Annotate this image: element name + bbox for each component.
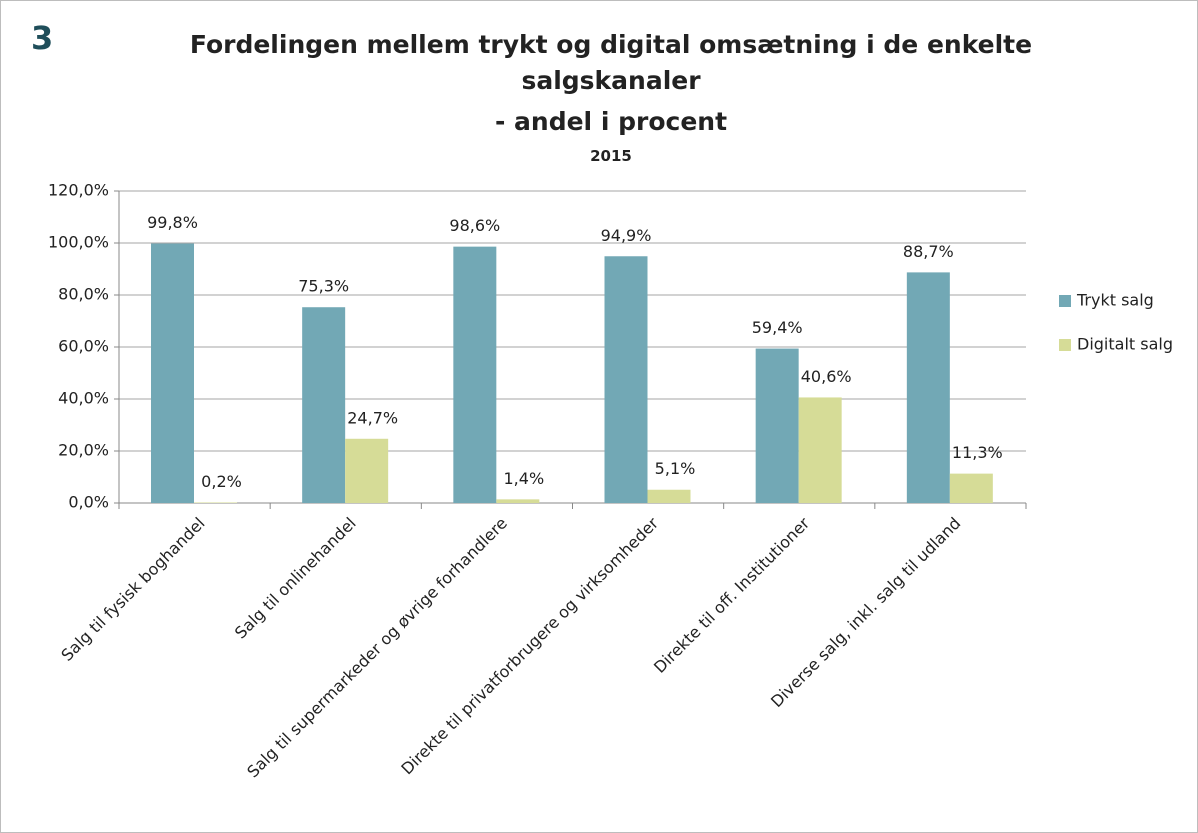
value-label: 5,1% [655, 459, 696, 478]
legend-swatch [1059, 339, 1071, 351]
x-tick-label: Direkte til off. Institutioner [650, 513, 814, 677]
value-label: 99,8% [147, 213, 198, 232]
bar [604, 256, 648, 503]
x-tick-label: Salg til fysisk boghandel [57, 514, 208, 665]
bar [949, 473, 993, 503]
legend-swatch [1059, 295, 1071, 307]
y-tick-label: 40,0% [58, 389, 109, 408]
chart-subtitle: - andel i procent [494, 107, 728, 136]
bar [194, 502, 237, 503]
y-tick-label: 20,0% [58, 441, 109, 460]
value-label: 0,2% [201, 472, 242, 491]
y-tick-label: 120,0% [48, 181, 109, 200]
bar [798, 397, 842, 503]
value-label: 59,4% [752, 318, 803, 337]
value-label: 88,7% [903, 242, 954, 261]
value-label: 94,9% [601, 226, 652, 245]
bar [151, 243, 194, 503]
y-tick-label: 60,0% [58, 337, 109, 356]
bar [345, 438, 389, 503]
x-tick-label: Direkte til privatforbrugere og virksomh… [397, 513, 662, 778]
bar [647, 489, 691, 503]
x-tick-label: Salg til supermarkeder og øvrige forhand… [243, 514, 511, 782]
x-tick-label: Salg til onlinehandel [231, 514, 360, 643]
chart-year: 2015 [590, 147, 632, 165]
value-label: 40,6% [801, 367, 852, 386]
bar [453, 246, 497, 503]
y-tick-label: 0,0% [68, 493, 109, 512]
value-label: 11,3% [952, 443, 1003, 462]
bar [755, 348, 799, 503]
figure-number: 3 [31, 19, 54, 57]
legend-label: Trykt salg [1076, 291, 1154, 310]
value-label: 24,7% [347, 408, 398, 427]
bar [496, 499, 540, 503]
value-label: 98,6% [449, 216, 500, 235]
y-tick-label: 80,0% [58, 285, 109, 304]
bar [906, 272, 950, 503]
value-label: 75,3% [298, 277, 349, 296]
chart-title: Fordelingen mellem trykt og digital omsæ… [189, 30, 1033, 95]
bar [302, 307, 346, 503]
legend-label: Digitalt salg [1077, 335, 1173, 354]
value-label: 1,4% [504, 469, 545, 488]
y-tick-label: 100,0% [48, 233, 109, 252]
